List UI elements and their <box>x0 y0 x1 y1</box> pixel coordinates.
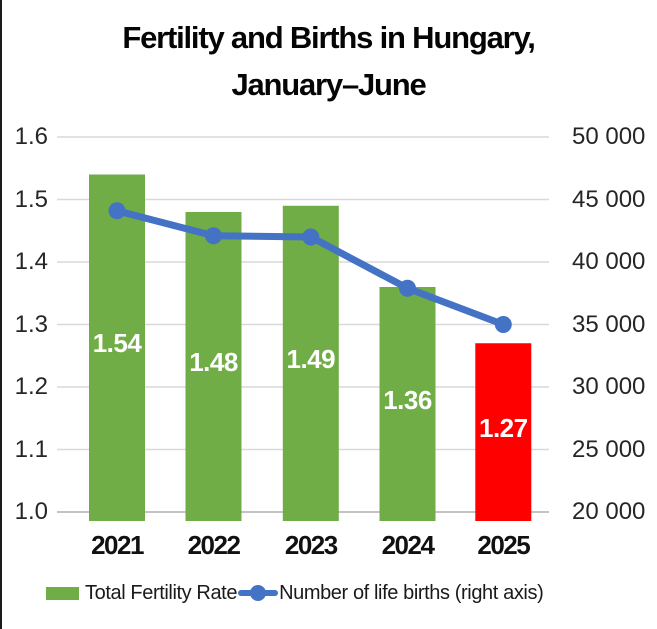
left-axis-tick-label: 1.1 <box>14 435 48 463</box>
right-axis-tick-label: 45 000 <box>572 185 646 213</box>
right-axis-tick-label: 50 000 <box>572 123 646 150</box>
right-axis-tick-label: 40 000 <box>572 248 646 275</box>
births-marker <box>205 227 222 245</box>
legend-label-births: Number of life births (right axis) <box>279 581 544 604</box>
chart-title-line-1: Fertility and Births in Hungary, <box>122 20 535 55</box>
legend-label-fertility: Total Fertility Rate <box>85 581 238 604</box>
births-marker <box>399 279 416 297</box>
legend-bar-swatch-icon <box>46 586 79 600</box>
x-axis-label-2025: 2025 <box>477 530 530 560</box>
bar-value-label: 1.54 <box>92 328 142 359</box>
bar-value-label: 1.49 <box>286 343 336 374</box>
births-marker <box>302 228 320 246</box>
bar-value-label: 1.36 <box>383 384 432 415</box>
births-marker <box>108 202 126 220</box>
bar-value-label: 1.27 <box>478 412 528 443</box>
page-border-line <box>0 0 2 629</box>
left-axis-tick-label: 1.6 <box>14 123 48 150</box>
fertility-bar <box>379 287 436 521</box>
right-axis-tick-label: 25 000 <box>572 435 646 463</box>
x-axis-label-2021: 2021 <box>91 530 144 560</box>
x-axis-label-2023: 2023 <box>284 530 338 560</box>
chart-title: Fertility and Births in Hungary, January… <box>0 14 657 108</box>
x-axis-label-2022: 2022 <box>187 530 241 560</box>
fertility-bar <box>89 174 145 521</box>
legend-dot-icon <box>250 585 267 601</box>
births-marker <box>494 316 512 333</box>
legend-item-life-births: Number of life births (right axis) <box>237 581 544 605</box>
legend-item-total-fertility-rate: Total Fertility Rate <box>46 582 237 605</box>
fertility-bar <box>475 343 532 521</box>
bar-value-label: 1.48 <box>189 347 238 377</box>
legend-line-marker-icon <box>238 584 279 602</box>
x-axis-label-2024: 2024 <box>381 530 435 560</box>
left-axis-tick-label: 1.5 <box>14 185 48 213</box>
right-axis-tick-label: 35 000 <box>572 310 646 338</box>
legend: Total Fertility Rate Number of life birt… <box>46 581 544 605</box>
left-axis-tick-label: 1.3 <box>14 310 48 338</box>
chart-title-line-2: January–June <box>231 67 426 102</box>
fertility-bar <box>282 205 339 521</box>
left-axis-tick-label: 1.2 <box>14 373 48 400</box>
fertility-bar <box>185 212 242 521</box>
right-axis-tick-label: 30 000 <box>572 373 646 400</box>
left-axis-tick-label: 1.4 <box>14 248 48 275</box>
right-axis-tick-label: 20 000 <box>572 498 646 525</box>
left-axis-tick-label: 1.0 <box>14 498 48 525</box>
